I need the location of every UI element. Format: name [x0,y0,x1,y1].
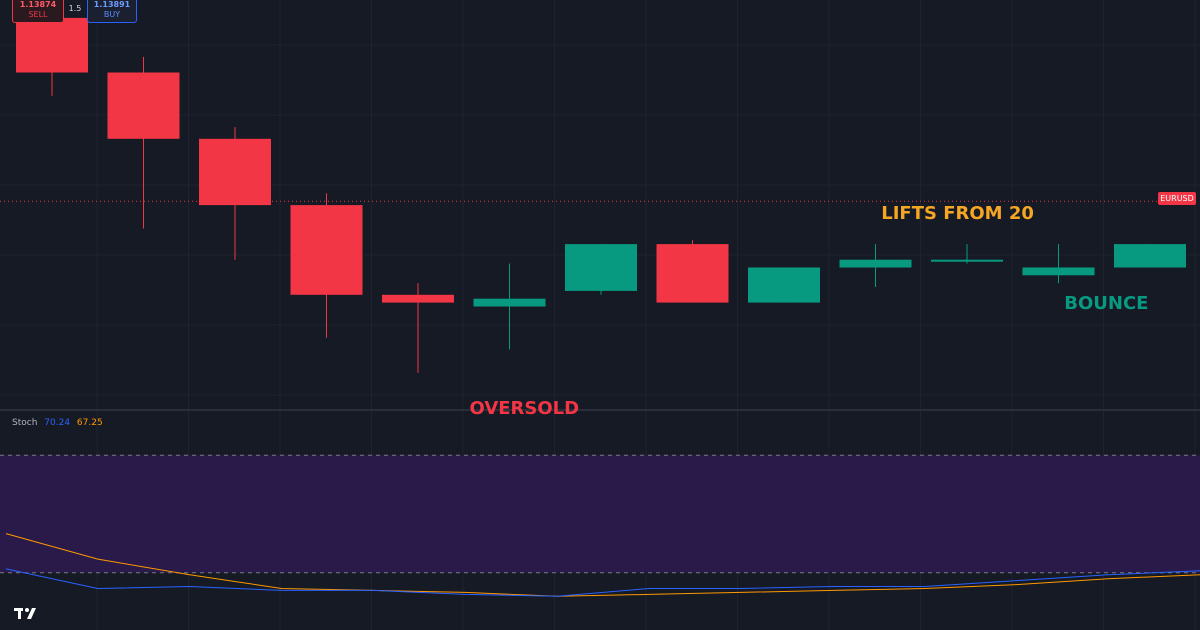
sell-button[interactable]: 1.13874 SELL [12,0,64,23]
stoch-lines [5,533,1200,597]
stoch-k-line [5,568,1200,597]
candle-bull [1022,267,1095,276]
annotation-bounce: BOUNCE [1064,292,1149,314]
stoch-d-value: 67.25 [76,418,103,428]
buy-label: BUY [103,10,121,19]
stoch-title: Stoch [12,418,38,428]
stoch-band [0,454,1200,574]
candle-bull [1114,244,1186,268]
stoch-k-value: 70.24 [44,418,71,428]
stoch-d-line [5,533,1200,597]
buy-price: 1.13891 [93,0,131,9]
candle-bear [16,17,88,73]
candle-bear [107,72,180,139]
candle-bull [931,259,1003,262]
symbol-price-badge: EURUSD [1158,192,1196,205]
stoch-legend[interactable]: Stoch 70.24 67.25 [12,418,103,428]
candle-bull [565,244,637,291]
tradingview-logo-icon[interactable] [14,606,40,620]
candle-bear [290,205,363,295]
stoch-range-band [0,455,1200,573]
annotation-oversold: OVERSOLD [469,397,580,419]
annotation-lifts-from-20: LIFTS FROM 20 [881,202,1034,224]
candle-bear [199,138,271,206]
candles [16,14,1186,373]
sell-label: SELL [28,10,48,19]
candle-bull [748,267,820,303]
sell-price: 1.13874 [19,0,57,9]
spread-value: 1.5 [68,4,82,13]
candle-bear [382,294,454,303]
candle-bull [839,259,912,268]
candle-bull [473,298,546,307]
candle-bear [656,244,729,303]
buy-button[interactable]: 1.13891 BUY [87,0,137,23]
